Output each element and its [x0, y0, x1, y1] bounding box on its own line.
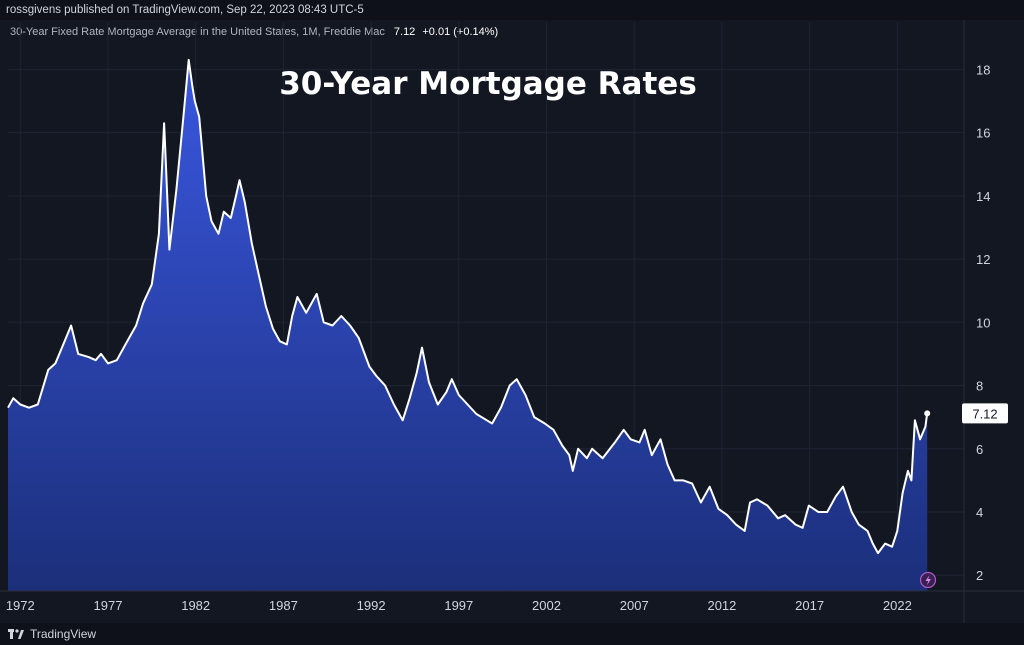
y-tick-label: 14 [976, 189, 990, 204]
x-tick-label: 2017 [795, 598, 824, 613]
chart-title: 30-Year Mortgage Rates [279, 66, 697, 102]
footer-brand[interactable]: TradingView [30, 627, 97, 641]
last-price-label: 7.12 [972, 406, 997, 421]
lightning-icon[interactable] [919, 571, 937, 589]
x-tick-label: 1997 [444, 598, 473, 613]
publish-line: rossgivens published on TradingView.com,… [0, 0, 1024, 20]
y-tick-label: 18 [976, 62, 990, 77]
x-tick-label: 2002 [532, 598, 561, 613]
y-axis-labels: 18 16 14 12 10 8 6 4 2 [976, 62, 990, 583]
last-price-marker: 7.12 [924, 403, 1008, 424]
last-price-badge [962, 403, 1008, 424]
x-tick-label: 1987 [269, 598, 298, 613]
y-tick-label: 12 [976, 252, 990, 267]
series-title: 30-Year Fixed Rate Mortgage Average in t… [10, 26, 385, 38]
x-tick-label: 2022 [883, 598, 912, 613]
y-tick-label: 10 [976, 315, 990, 330]
tradingview-logo-icon[interactable] [8, 629, 24, 639]
chart-canvas[interactable]: 18 16 14 12 10 8 6 4 2 1972 1977 1982 1987 1992 1997 2… [0, 0, 1024, 623]
y-tick-label: 6 [976, 442, 983, 457]
series-legend: 30-Year Fixed Rate Mortgage Average in t… [10, 26, 498, 38]
series-line [7, 58, 929, 555]
footer-bar: TradingView [0, 623, 1024, 645]
x-axis-labels: 1972 1977 1982 1987 1992 1997 2002 2007 2012 2017… [6, 598, 912, 613]
x-tick-label: 1982 [181, 598, 210, 613]
y-tick-label: 8 [976, 379, 983, 394]
last-point-dot [924, 410, 931, 417]
x-tick-label: 1972 [6, 598, 35, 613]
last-value: 7.12 [393, 26, 416, 38]
area-fill [8, 59, 928, 591]
y-tick-label: 16 [976, 126, 990, 141]
axes [0, 20, 1024, 623]
x-tick-label: 2007 [620, 598, 649, 613]
y-tick-label: 4 [976, 505, 983, 520]
y-tick-label: 2 [976, 568, 983, 583]
x-tick-label: 1992 [357, 598, 386, 613]
change-value: +0.01 (+0.14%) [422, 26, 499, 38]
x-tick-label: 1977 [94, 598, 123, 613]
x-tick-label: 2012 [707, 598, 736, 613]
